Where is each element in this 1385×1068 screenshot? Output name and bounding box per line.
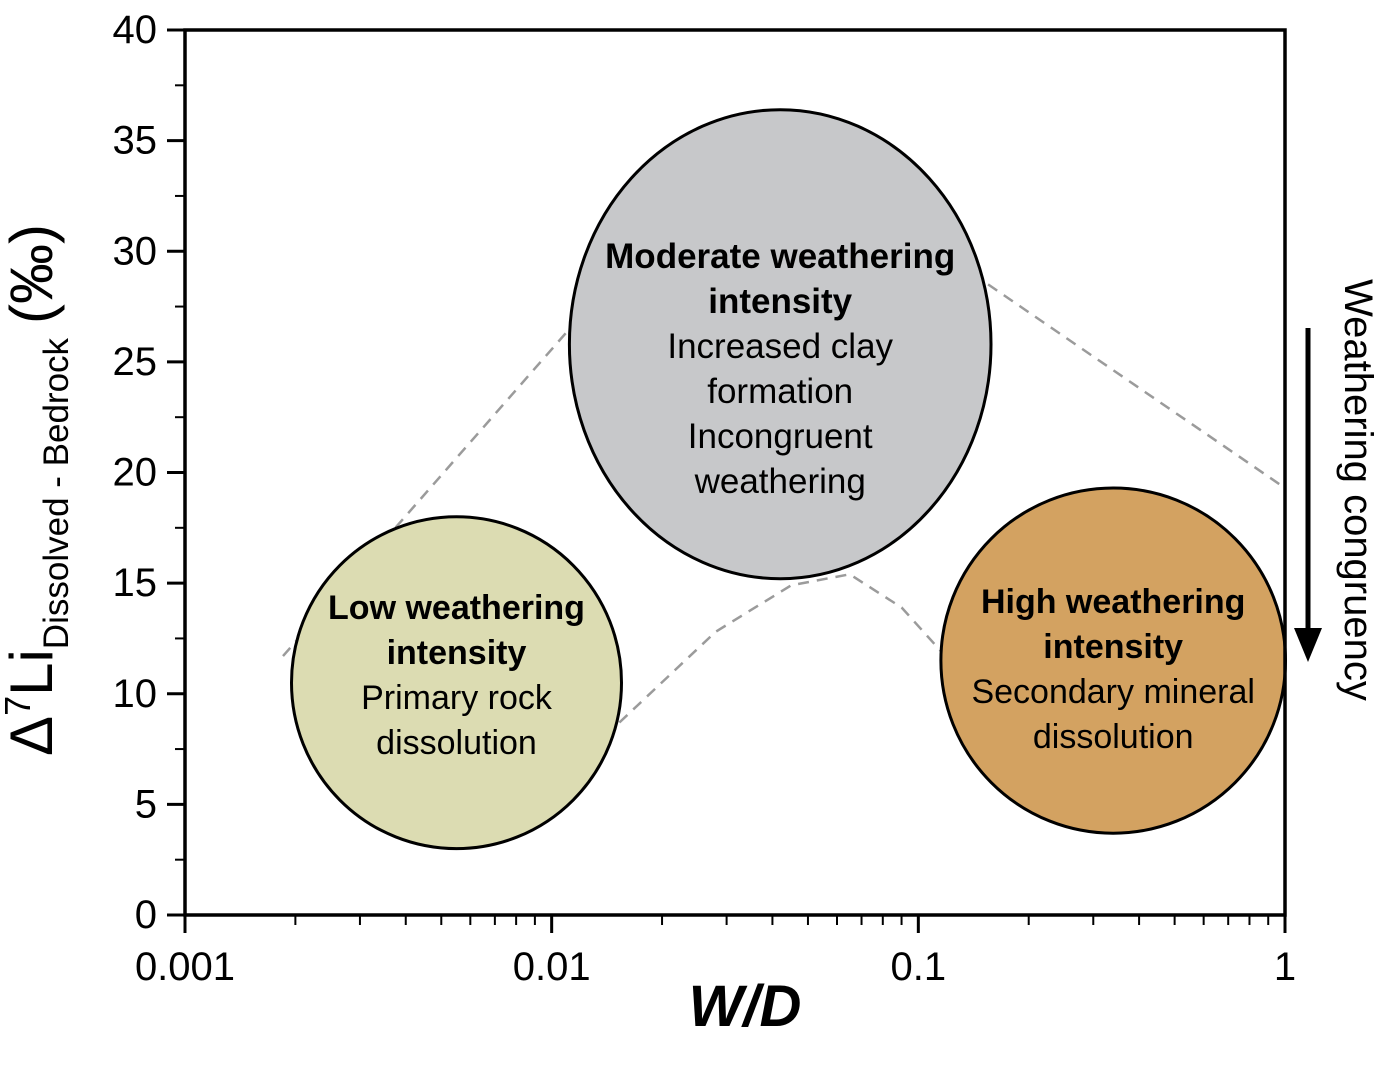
region-moderate-weathering-text-line: Increased clay <box>667 327 893 366</box>
dashed-guide-right-descending-guide <box>987 283 1286 490</box>
weathering-congruency-annotation: Weathering congruency <box>1294 279 1380 701</box>
region-moderate-weathering-text-line: Incongruent <box>688 417 873 456</box>
y-axis-label: Δ7LiDissolved - Bedrock(‰) <box>0 224 76 756</box>
region-moderate-weathering-text-line: formation <box>707 372 853 411</box>
x-tick-label: 0.001 <box>135 945 235 989</box>
y-tick-label: 25 <box>113 340 158 384</box>
region-low-weathering-text-line: Low weathering <box>328 589 585 627</box>
y-tick-label: 0 <box>135 893 157 937</box>
region-high-weathering-text-line: Secondary mineral <box>971 673 1254 711</box>
region-low-weathering-text-line: dissolution <box>376 724 537 762</box>
y-tick-label: 10 <box>113 672 158 716</box>
x-tick-label: 1 <box>1274 945 1296 989</box>
dashed-guide-central-hump-guide <box>618 573 949 724</box>
region-moderate-weathering-text-line: intensity <box>708 282 852 321</box>
region-moderate-weathering-text-line: Moderate weathering <box>605 237 955 276</box>
region-high-weathering-text-line: intensity <box>1043 628 1183 666</box>
weathering-regions-layer: Moderate weathering intensity Increased cl… <box>290 108 1287 851</box>
y-tick-label: 35 <box>113 119 158 163</box>
y-axis-label-text: Δ7LiDissolved - Bedrock(‰) <box>0 224 76 756</box>
y-tick-label: 5 <box>135 782 157 826</box>
y-tick-label: 30 <box>113 229 158 273</box>
region-low-weathering-text-line: intensity <box>387 634 527 672</box>
region-high-weathering-text-line: High weathering <box>981 583 1245 621</box>
y-tick-label: 40 <box>113 8 158 52</box>
region-moderate-weathering-text-line: weathering <box>694 462 866 501</box>
region-low-weathering-text-line: Primary rock <box>361 679 553 717</box>
y-tick-label: 20 <box>113 451 158 495</box>
region-high-weathering-text-line: dissolution <box>1033 718 1194 756</box>
region-low-weathering <box>290 515 623 851</box>
weathering-congruency-arrow-head-icon <box>1294 628 1322 662</box>
region-moderate-weathering <box>567 108 993 581</box>
dashed-guides-layer <box>282 283 1286 724</box>
x-axis-label: W/D <box>689 974 802 1039</box>
x-tick-label: 0.1 <box>891 945 947 989</box>
weathering-congruency-label: Weathering congruency <box>1336 279 1380 701</box>
y-tick-label: 15 <box>113 561 158 605</box>
dashed-guide-left-rising-guide <box>282 327 571 657</box>
x-tick-label: 0.01 <box>513 945 591 989</box>
